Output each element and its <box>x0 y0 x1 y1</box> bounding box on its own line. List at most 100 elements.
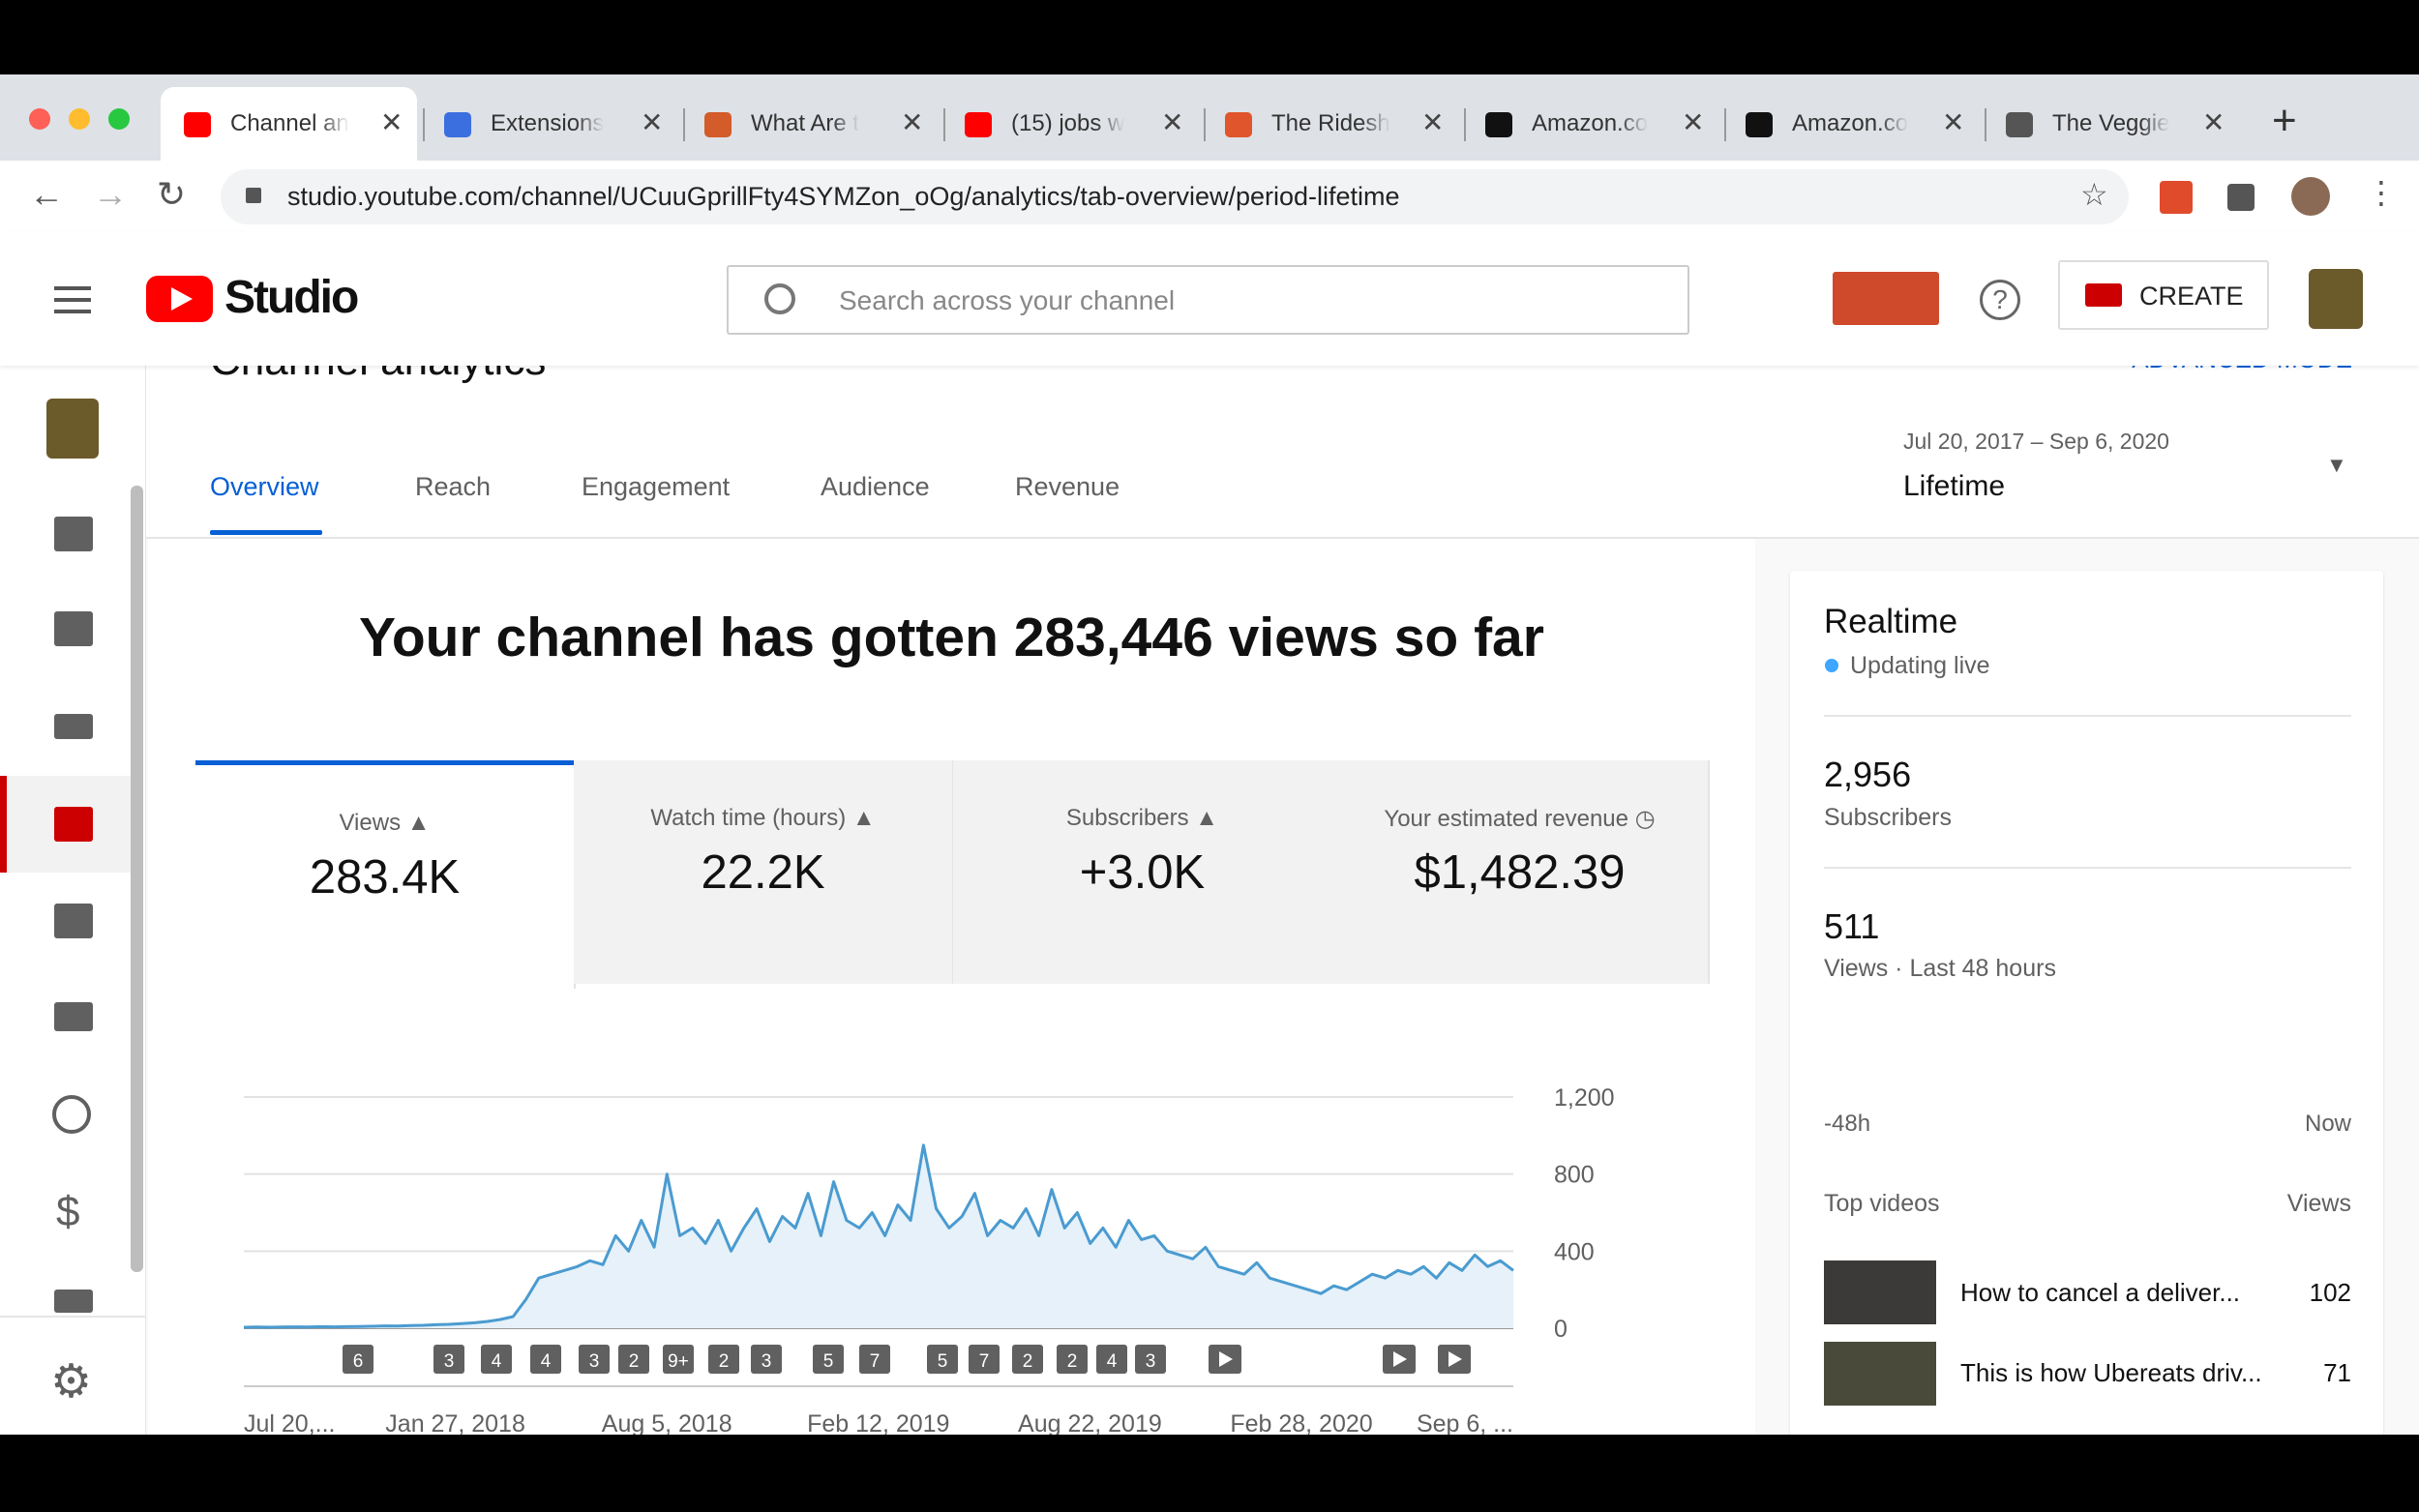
nav-tab[interactable]: Engagement <box>582 472 731 501</box>
tab-close[interactable]: ✕ <box>1421 107 1445 137</box>
extensions-icon[interactable] <box>2227 184 2255 211</box>
minimize-window[interactable] <box>69 108 90 130</box>
tab-close[interactable]: ✕ <box>1682 107 1705 137</box>
divider <box>1824 867 2351 869</box>
annotation-label: 6 <box>353 1351 364 1372</box>
settings-icon[interactable]: ⚙ <box>50 1356 93 1408</box>
copyright-icon[interactable] <box>52 1095 91 1134</box>
search-icon <box>764 283 795 314</box>
video-title[interactable]: This is how Ubereats driv... <box>1960 1358 2262 1387</box>
video-title[interactable]: How to cancel a deliver... <box>1960 1278 2241 1307</box>
hamburger[interactable] <box>54 286 91 290</box>
metric-value: 283.4K <box>309 851 461 904</box>
metric-card[interactable]: Subscribers ▲ +3.0K <box>953 760 1333 984</box>
reload-button[interactable]: ↻ <box>157 174 187 214</box>
profile-icon[interactable] <box>2291 177 2330 216</box>
search-box[interactable] <box>727 265 1689 335</box>
nav-tab[interactable]: Overview <box>210 472 319 501</box>
video-views: 71 <box>2323 1358 2351 1387</box>
audio-icon[interactable] <box>54 1290 93 1313</box>
channel-avatar[interactable] <box>46 399 99 459</box>
tab-title[interactable]: (15) jobs w <box>1011 110 1125 136</box>
nav-tab[interactable]: Reach <box>415 472 492 501</box>
annotation-label: 9+ <box>668 1351 689 1372</box>
y-tick-label: 0 <box>1554 1316 1568 1343</box>
y-tick-label: 800 <box>1554 1162 1595 1189</box>
annotation-label: 5 <box>823 1351 834 1372</box>
nav-tab[interactable]: Audience <box>821 472 930 501</box>
tab-title[interactable]: Amazon.co <box>1792 110 1909 136</box>
menu-button[interactable]: ⋮ <box>2366 175 2397 210</box>
content-icon[interactable] <box>54 611 93 646</box>
annotation-marker <box>1096 1345 1127 1374</box>
metric-card[interactable]: Views ▲ 283.4K <box>195 760 576 989</box>
x-tick-label: Sep 6, ... <box>1417 1410 1513 1438</box>
tab-title[interactable]: What Are t <box>751 110 860 136</box>
video-thumbnail[interactable] <box>1824 1342 1936 1406</box>
forward-button[interactable]: → <box>93 174 128 214</box>
date-range: Jul 20, 2017 – Sep 6, 2020 <box>1903 429 2169 454</box>
annotation-label: 3 <box>589 1351 600 1372</box>
tubebuddy-button[interactable] <box>1833 272 1939 325</box>
views-line <box>243 1143 1514 1329</box>
realtime-status: Updating live <box>1850 652 1990 679</box>
tab-icon <box>444 112 471 137</box>
tab-separator <box>1724 108 1726 141</box>
tab-title[interactable]: Channel an <box>230 110 349 136</box>
extension-icon[interactable] <box>2160 181 2193 214</box>
annotation-label: 2 <box>719 1351 730 1372</box>
playlists-icon[interactable] <box>54 714 93 739</box>
metric-value: +3.0K <box>1079 846 1206 899</box>
tab-close[interactable]: ✕ <box>1942 107 1965 137</box>
annotation-marker <box>751 1345 782 1374</box>
metric-value: 22.2K <box>701 846 825 899</box>
tab-title[interactable]: The Ridesh <box>1271 110 1390 136</box>
close-window[interactable] <box>29 108 50 130</box>
tab-close[interactable]: ✕ <box>901 107 924 137</box>
metric-card[interactable]: Your estimated revenue ◷ $1,482.39 <box>1331 760 1710 984</box>
period[interactable]: Lifetime <box>1903 470 2006 502</box>
annotation-label: 4 <box>1107 1351 1118 1372</box>
tab-title[interactable]: The Veggie <box>2052 110 2170 136</box>
tab-underline <box>210 530 322 535</box>
analytics-icon[interactable] <box>54 807 93 842</box>
help-button[interactable]: ? <box>1980 280 2020 320</box>
tab-title[interactable]: Extensions <box>491 110 605 136</box>
video-thumbnail[interactable] <box>1824 1260 1936 1324</box>
annotation-marker <box>433 1345 464 1374</box>
metric-card[interactable]: Watch time (hours) ▲ 22.2K <box>574 760 954 984</box>
active-indicator <box>0 776 7 873</box>
annotation-label: 3 <box>444 1351 455 1372</box>
subtitles-icon[interactable] <box>54 1002 93 1031</box>
realtime-x-start: -48h <box>1824 1111 1871 1137</box>
tab-close[interactable]: ✕ <box>2202 107 2225 137</box>
dashboard-icon[interactable] <box>54 517 93 551</box>
nav-tab[interactable]: Revenue <box>1015 472 1120 501</box>
dropdown-arrow[interactable]: ▼ <box>2326 453 2347 477</box>
annotation-marker <box>530 1345 561 1374</box>
tab-separator <box>683 108 685 141</box>
create-label[interactable]: CREATE <box>2139 282 2244 311</box>
logo-text[interactable]: Studio <box>224 272 359 323</box>
annotation-label: 2 <box>1023 1351 1033 1372</box>
tab-close[interactable]: ✕ <box>1161 107 1184 137</box>
metric-label: Watch time (hours) ▲ <box>650 805 876 831</box>
account-avatar[interactable] <box>2309 269 2363 329</box>
monetization-icon[interactable]: $ <box>56 1188 80 1235</box>
annotation-label: 7 <box>870 1351 881 1372</box>
letterbox-top <box>0 0 2419 74</box>
bookmark-star[interactable]: ☆ <box>2080 177 2108 212</box>
tab-close[interactable]: ✕ <box>641 107 664 137</box>
annotation-label: 2 <box>629 1351 640 1372</box>
tab-title[interactable]: Amazon.co <box>1532 110 1649 136</box>
x-tick-label: Aug 5, 2018 <box>602 1410 732 1438</box>
new-tab[interactable]: + <box>2272 97 2297 144</box>
comments-icon[interactable] <box>54 904 93 938</box>
maximize-window[interactable] <box>108 108 130 130</box>
tab-icon <box>1485 112 1512 137</box>
tab-separator <box>943 108 945 141</box>
tab-close[interactable]: ✕ <box>380 107 403 137</box>
address-bar[interactable] <box>221 169 2129 224</box>
back-button[interactable]: ← <box>29 174 64 214</box>
tab-icon <box>704 112 732 137</box>
